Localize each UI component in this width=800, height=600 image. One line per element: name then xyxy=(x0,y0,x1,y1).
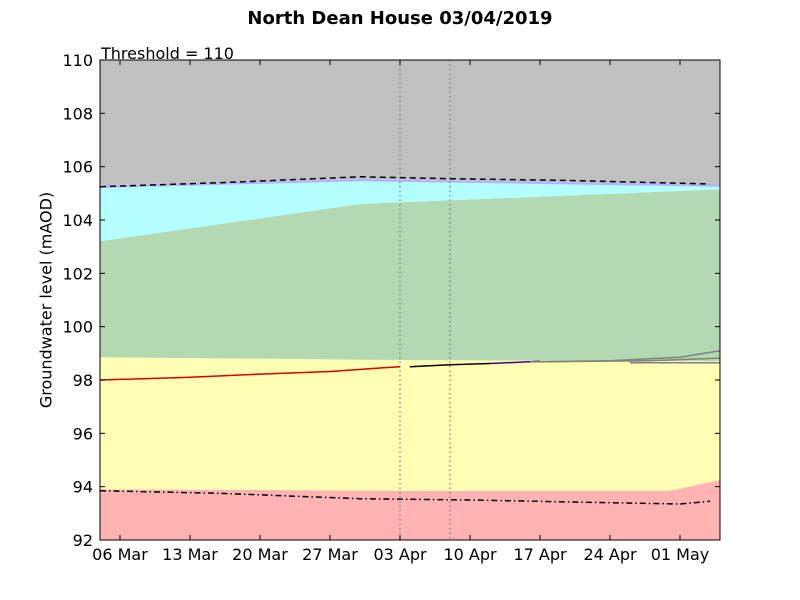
band-normal xyxy=(100,189,720,362)
series-layer xyxy=(100,176,720,505)
y-tick-label-104: 104 xyxy=(62,211,93,230)
y-tick-label-94: 94 xyxy=(73,478,93,497)
plot-frame xyxy=(99,59,721,541)
band-below-normal xyxy=(100,357,720,491)
x-tick-label-1: 06 Mar xyxy=(92,545,148,564)
band-above-normal xyxy=(100,181,720,242)
x-tick-label-6: 10 Apr xyxy=(443,545,497,564)
x-tick-label-2: 13 Mar xyxy=(162,545,218,564)
x-tick-label-4: 27 Mar xyxy=(302,545,358,564)
axes-layer: 92 94 96 98 100 102 104 106 108 110 06 Mar 13 Mar 20… xyxy=(62,51,721,564)
x-tick-label-7: 17 Apr xyxy=(513,545,567,564)
x-tick-label-5: 03 Apr xyxy=(373,545,427,564)
y-tick-label-102: 102 xyxy=(62,264,93,283)
band-very-low xyxy=(100,480,720,540)
threshold-annotation: Threshold = 110 xyxy=(101,44,234,63)
y-tick-label-96: 96 xyxy=(73,424,93,443)
chart-title: North Dean House 03/04/2019 xyxy=(247,8,553,29)
series-line-7 xyxy=(529,357,720,363)
x-tick-label-8: 24 Apr xyxy=(583,545,637,564)
x-tick-label-9: 01 May xyxy=(651,545,710,564)
y-tick-label-100: 100 xyxy=(62,318,93,337)
series-line-4 xyxy=(409,362,491,368)
bands-layer xyxy=(100,60,720,540)
y-tick-label-98: 98 xyxy=(73,371,93,390)
y-tick-label-108: 108 xyxy=(62,104,93,123)
series-line-3 xyxy=(100,365,401,381)
series-line-1 xyxy=(100,176,711,188)
y-tick-label-106: 106 xyxy=(62,158,93,177)
y-tick-label-92: 92 xyxy=(73,531,93,550)
band-exceptionally-high xyxy=(100,60,720,186)
y-tick-label-110: 110 xyxy=(62,51,93,70)
series-line-2 xyxy=(100,489,711,505)
band-notably-high xyxy=(100,178,720,188)
x-tick-label-3: 20 Mar xyxy=(232,545,288,564)
vertical-markers xyxy=(399,60,451,540)
